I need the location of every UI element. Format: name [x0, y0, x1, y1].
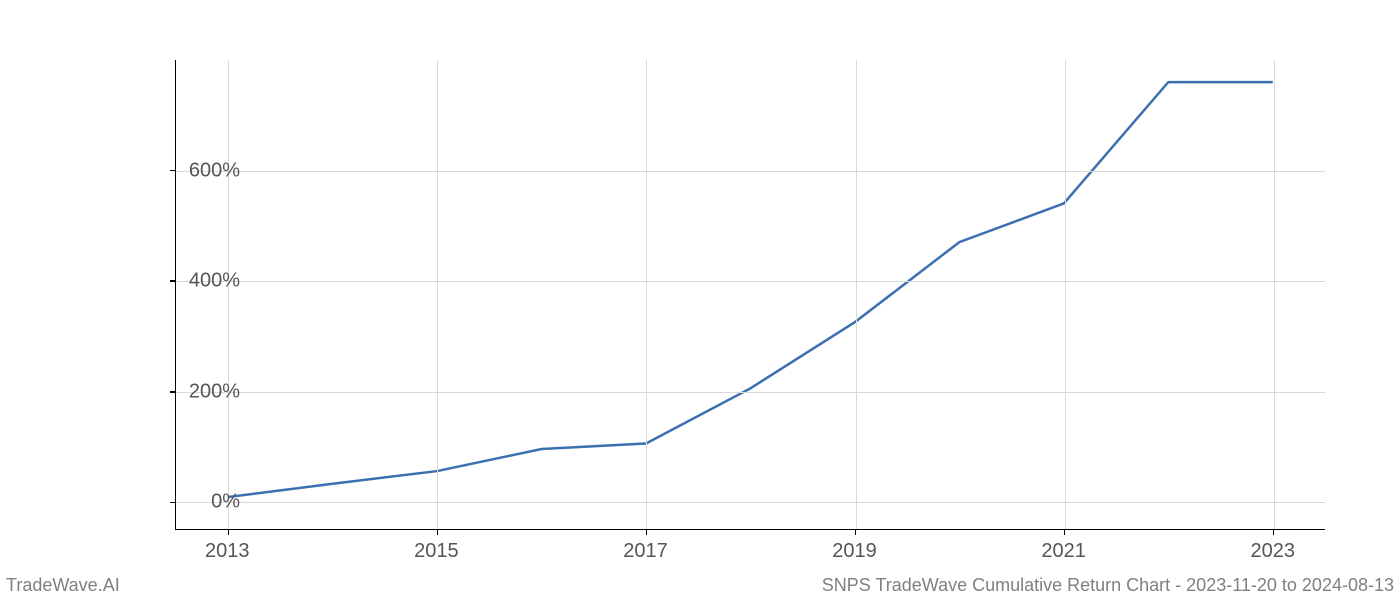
- x-tick-label: 2013: [205, 540, 250, 563]
- gridline-vertical: [856, 60, 857, 529]
- y-tick-label: 200%: [189, 380, 240, 403]
- gridline-vertical: [1274, 60, 1275, 529]
- watermark-right: SNPS TradeWave Cumulative Return Chart -…: [822, 575, 1394, 596]
- gridline-vertical: [228, 60, 229, 529]
- x-tick-mark: [437, 529, 439, 535]
- x-tick-mark: [1064, 529, 1066, 535]
- y-tick-mark: [170, 502, 176, 504]
- y-tick-label: 600%: [189, 159, 240, 182]
- y-tick-label: 400%: [189, 270, 240, 293]
- x-tick-label: 2015: [414, 540, 459, 563]
- gridline-vertical: [437, 60, 438, 529]
- x-tick-mark: [646, 529, 648, 535]
- line-svg: [176, 60, 1325, 529]
- gridline-horizontal: [176, 171, 1325, 172]
- y-tick-label: 0%: [211, 491, 240, 514]
- watermark-left: TradeWave.AI: [6, 575, 120, 596]
- y-tick-mark: [170, 170, 176, 172]
- gridline-horizontal: [176, 392, 1325, 393]
- x-tick-label: 2019: [832, 540, 877, 563]
- y-tick-mark: [170, 280, 176, 282]
- chart-plot-area: [175, 60, 1325, 530]
- gridline-vertical: [1065, 60, 1066, 529]
- x-tick-mark: [228, 529, 230, 535]
- gridline-horizontal: [176, 502, 1325, 503]
- gridline-horizontal: [176, 281, 1325, 282]
- x-tick-label: 2017: [623, 540, 668, 563]
- x-tick-mark: [1273, 529, 1275, 535]
- data-line: [228, 82, 1273, 497]
- gridline-vertical: [646, 60, 647, 529]
- x-tick-label: 2023: [1250, 540, 1295, 563]
- y-tick-mark: [170, 391, 176, 393]
- x-tick-mark: [855, 529, 857, 535]
- plot-frame: [175, 60, 1325, 530]
- x-tick-label: 2021: [1041, 540, 1086, 563]
